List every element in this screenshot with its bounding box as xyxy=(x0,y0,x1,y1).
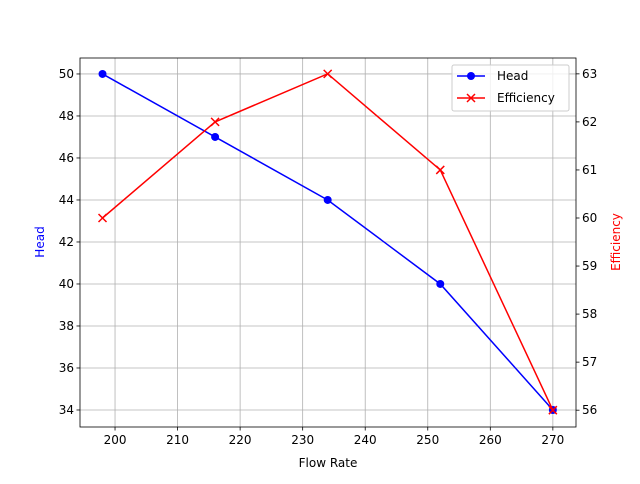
x-tick-label: 260 xyxy=(479,433,502,447)
plot-frame xyxy=(79,57,577,428)
x-tick-label: 270 xyxy=(541,433,564,447)
y-tick-label: 46 xyxy=(59,151,74,165)
y-tick-label: 50 xyxy=(59,67,74,81)
data-point-efficiency xyxy=(97,213,108,223)
x-tick-label: 240 xyxy=(354,433,377,447)
legend: Head Efficiency xyxy=(451,64,570,112)
y-axis-label: Head xyxy=(33,226,47,257)
data-point-efficiency xyxy=(323,69,333,79)
data-point-head xyxy=(323,195,332,204)
y2-axis-label: Efficiency xyxy=(609,213,623,271)
series-layer xyxy=(97,69,558,415)
data-point-efficiency xyxy=(548,405,558,415)
data-point-head xyxy=(211,132,220,141)
data-point-head xyxy=(436,279,445,288)
y2-tick-label: 58 xyxy=(582,307,597,321)
y2-tick-label: 61 xyxy=(582,163,597,177)
x-tick-label: 200 xyxy=(104,433,127,447)
x-tick-label: 250 xyxy=(416,433,439,447)
y-tick-label: 40 xyxy=(59,277,74,291)
y2-tick-label: 62 xyxy=(582,115,597,129)
grid xyxy=(80,58,576,427)
y2-tick-label: 59 xyxy=(582,259,597,273)
legend-label-efficiency: Efficiency xyxy=(497,91,555,105)
y-tick-label: 38 xyxy=(59,319,74,333)
x-tick-label: 230 xyxy=(291,433,314,447)
data-point-efficiency xyxy=(210,117,220,127)
y2-tick-label: 56 xyxy=(582,403,597,417)
ticks: 200 210 220 230 240 250 260 270 34 36 38 40 42 44 46 48… xyxy=(59,67,598,447)
x-tick-label: 220 xyxy=(229,433,252,447)
y-tick-label: 36 xyxy=(59,361,74,375)
y2-tick-label: 57 xyxy=(582,355,597,369)
legend-marker-head xyxy=(467,72,475,80)
legend-marker-efficiency xyxy=(466,93,476,103)
y-tick-label: 34 xyxy=(59,403,74,417)
legend-label-head: Head xyxy=(497,69,528,83)
y-tick-label: 42 xyxy=(59,235,74,249)
data-point-head xyxy=(98,69,107,78)
x-axis-label: Flow Rate xyxy=(299,456,358,470)
data-point-efficiency xyxy=(435,165,445,175)
x-tick-label: 210 xyxy=(166,433,189,447)
y-tick-label: 44 xyxy=(59,193,74,207)
y-tick-label: 48 xyxy=(59,109,74,123)
y2-tick-label: 60 xyxy=(582,211,597,225)
y2-tick-label: 63 xyxy=(582,67,597,81)
